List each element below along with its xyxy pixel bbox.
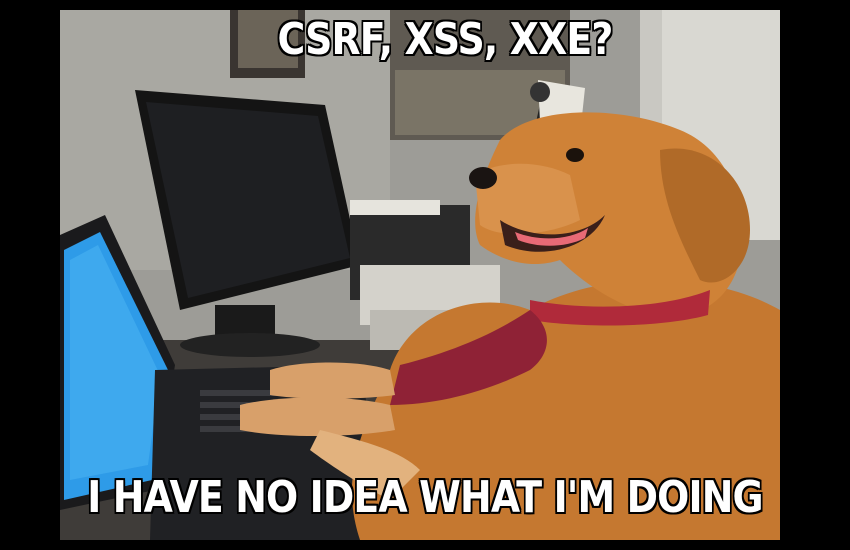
tie bbox=[390, 310, 547, 405]
meme-top-text: CSRF, XSS, XXE? bbox=[277, 13, 615, 66]
dog-paw-right bbox=[240, 397, 395, 436]
meme-photo bbox=[60, 10, 780, 540]
meme-bottom-text: I HAVE NO IDEA WHAT I'M DOING bbox=[86, 471, 764, 524]
dog-nose bbox=[469, 167, 497, 189]
bandana bbox=[530, 290, 710, 326]
photo-illustration bbox=[60, 10, 780, 540]
dog-paw-left bbox=[270, 362, 395, 399]
monitor-icon bbox=[135, 90, 360, 357]
dog-icon bbox=[240, 112, 780, 540]
dog-eye bbox=[566, 148, 584, 162]
